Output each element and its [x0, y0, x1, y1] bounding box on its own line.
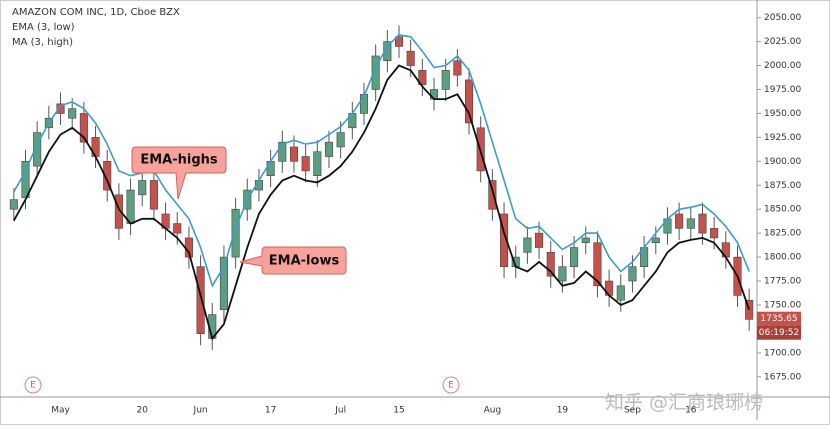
candle-body: [698, 213, 707, 234]
indicator-line: [13, 34, 750, 288]
y-tick-label: 1925.00: [764, 133, 801, 143]
candle-body: [523, 237, 532, 253]
candle-body: [500, 213, 509, 267]
plot: [9, 25, 754, 350]
candle-body: [593, 242, 602, 287]
indicator-line: [13, 64, 751, 341]
candle-body: [406, 50, 415, 66]
candle-body: [675, 213, 684, 229]
candle-body: [9, 199, 18, 210]
frame: [0, 0, 830, 425]
candle-body: [301, 156, 310, 172]
y-tick-label: 1775.00: [764, 277, 801, 287]
event-marker[interactable]: [24, 376, 42, 394]
candle-body: [103, 161, 112, 191]
candle-body: [710, 228, 719, 239]
event-label: E: [448, 381, 454, 391]
candle-body: [114, 194, 123, 229]
countdown-label: 06:19:52: [759, 328, 799, 338]
candle-body: [68, 108, 77, 119]
candle-body: [196, 266, 205, 335]
candle-body: [126, 189, 135, 224]
candle-body: [278, 141, 287, 162]
candle-body: [651, 237, 660, 244]
y-tick-label: 1700.00: [764, 348, 801, 358]
x-tick-label: May: [51, 406, 70, 416]
candle-body: [558, 266, 567, 282]
candle-body: [371, 55, 380, 90]
candle-body: [488, 180, 497, 210]
y-tick-label: 1950.00: [764, 109, 801, 119]
x-tick-label: 20: [137, 406, 149, 416]
candle-body: [289, 146, 298, 162]
candle-body: [313, 151, 322, 176]
x-tick-label: Jun: [193, 406, 208, 416]
x-tick-label: Sep: [624, 406, 641, 416]
candle-body: [149, 180, 158, 210]
y-tick-label: 1900.00: [764, 157, 801, 167]
candle-body: [383, 41, 392, 62]
y-tick-label: 2025.00: [764, 37, 801, 47]
candle-body: [616, 285, 625, 301]
annotation-text: EMA-highs: [140, 153, 218, 168]
price-tag-label: 1735.65: [760, 314, 797, 324]
x-tick-label: Jul: [334, 406, 346, 416]
legend-entry: EMA (3, low): [12, 22, 75, 33]
watermark: 知乎 @汇商琅琊榜: [605, 392, 763, 414]
candle-body: [581, 237, 590, 244]
x-tick-label: 15: [393, 406, 404, 416]
candle-body: [546, 252, 555, 277]
candle-body: [266, 161, 275, 176]
y-tick-label: 2000.00: [764, 61, 801, 71]
candle-body: [418, 70, 427, 86]
candle-body: [138, 180, 147, 196]
legend-entry: MA (3, high): [12, 37, 73, 48]
price-tag: [757, 311, 801, 326]
y-tick-label: 1875.00: [764, 181, 801, 191]
candle-body: [441, 70, 450, 90]
y-tick-label: 1675.00: [764, 372, 801, 382]
chart-title: AMAZON COM INC, 1D, Cboe BZX: [12, 7, 180, 18]
y-tick-label: 2050.00: [764, 13, 801, 23]
event-marker[interactable]: [442, 376, 460, 394]
y-tick-label: 1850.00: [764, 205, 801, 215]
x-tick-label: 19: [557, 406, 569, 416]
event-label: E: [30, 381, 36, 391]
candle-body: [173, 223, 182, 234]
candle-body: [56, 103, 65, 114]
candle-body: [394, 36, 404, 47]
annotation-text: EMA-lows: [269, 254, 340, 269]
countdown-tag: [757, 325, 801, 340]
x-tick-label: Aug: [484, 406, 502, 416]
candle-body: [324, 141, 334, 157]
candle-body: [465, 79, 474, 124]
y-tick-label: 1975.00: [764, 85, 801, 95]
candle-body: [79, 113, 88, 143]
candle-body: [231, 208, 240, 258]
y-tick-label: 1825.00: [764, 229, 801, 239]
candle-body: [628, 266, 637, 282]
y-tick-label: 1800.00: [764, 253, 801, 263]
candle-body: [336, 132, 345, 148]
callout: [239, 246, 347, 275]
x-tick-label: 16: [685, 406, 697, 416]
candle-body: [535, 232, 544, 248]
x-tick-label: 17: [265, 406, 276, 416]
candle-body: [33, 132, 42, 167]
callout: [131, 146, 227, 200]
candle-body: [219, 256, 228, 311]
candle-body: [570, 247, 579, 267]
annotation: EMA-highs EMA-lows: [131, 146, 347, 275]
candle-body: [453, 60, 462, 76]
y-tick-label: 1750.00: [764, 300, 801, 310]
candle-body: [686, 218, 695, 229]
